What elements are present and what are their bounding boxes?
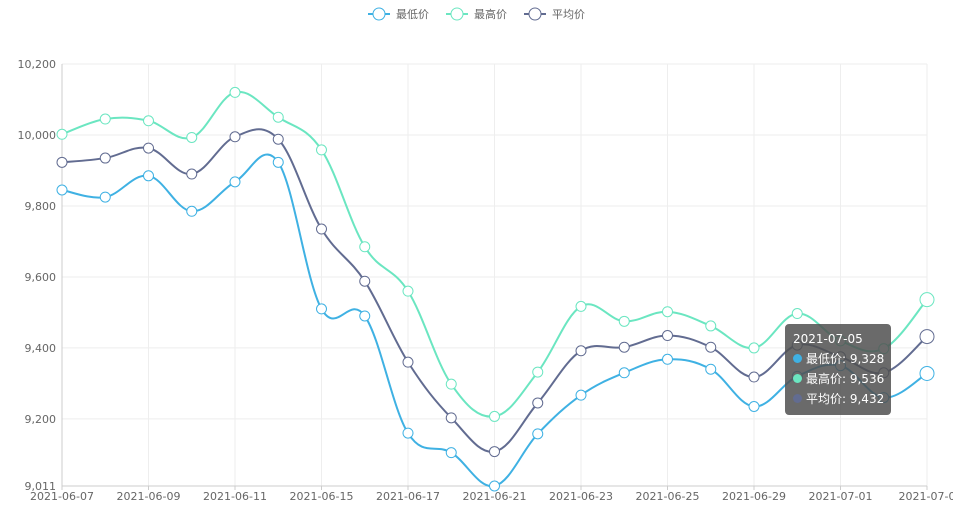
data-point-avg <box>56 156 68 168</box>
legend-marker-low <box>372 7 386 21</box>
data-point-high <box>186 131 198 143</box>
data-point-high <box>575 300 587 312</box>
data-point-avg <box>618 341 630 353</box>
x-tick-label: 2021-07-0 <box>899 490 953 503</box>
data-point-high <box>359 241 371 253</box>
data-point-avg <box>919 329 935 345</box>
data-point-avg <box>272 133 284 145</box>
data-point-high <box>705 320 717 332</box>
data-point-high <box>99 113 111 125</box>
tooltip-row-high: 最高价: 9,536 <box>793 369 885 389</box>
data-point-avg <box>705 341 717 353</box>
x-tick-label: 2021-06-09 <box>117 490 181 503</box>
tooltip-label-high: 最高价: 9,536 <box>806 372 885 386</box>
data-point-high <box>316 144 327 156</box>
data-point-low <box>143 170 154 182</box>
y-tick-label: 9,400 <box>25 342 57 355</box>
x-tick-label: 2021-06-15 <box>290 490 354 503</box>
data-point-low <box>618 367 630 379</box>
data-point-high <box>748 342 760 354</box>
legend-label-low: 最低价 <box>396 8 429 21</box>
data-point-high <box>791 308 803 320</box>
data-point-high <box>143 115 154 127</box>
y-tick-label: 9,600 <box>25 271 57 284</box>
tooltip-label-avg: 平均价: 9,432 <box>806 392 885 406</box>
x-tick-label: 2021-06-07 <box>30 490 94 503</box>
data-point-high <box>489 410 500 422</box>
y-tick-label: 9,200 <box>25 413 57 426</box>
tooltip-label-low: 最低价: 9,328 <box>806 352 885 366</box>
data-point-high <box>272 111 284 123</box>
data-point-low <box>662 353 673 365</box>
chart-tooltip: 2021-07-05 最低价: 9,328 最高价: 9,536 平均价: 9,… <box>785 324 891 415</box>
data-point-avg <box>186 168 198 180</box>
data-point-low <box>272 156 284 168</box>
data-point-avg <box>489 446 500 458</box>
tooltip-dot-avg <box>793 394 802 403</box>
series-line-avg <box>61 128 928 453</box>
y-tick-label: 9,011 <box>25 480 57 493</box>
data-point-avg <box>143 142 154 154</box>
data-point-avg <box>748 371 760 383</box>
data-point-low <box>532 428 544 440</box>
x-tick-label: 2021-06-21 <box>463 490 527 503</box>
tooltip-dot-high <box>793 374 802 383</box>
data-point-avg <box>359 275 371 287</box>
data-point-low <box>705 363 717 375</box>
data-point-avg <box>316 223 327 235</box>
data-point-low <box>56 184 68 196</box>
data-point-low <box>359 310 371 322</box>
data-point-low <box>445 447 457 459</box>
data-point-low <box>186 205 198 217</box>
data-point-low <box>402 427 414 439</box>
tooltip-row-low: 最低价: 9,328 <box>793 349 885 369</box>
data-point-low <box>489 480 500 492</box>
legend-label-high: 最高价 <box>474 7 507 21</box>
y-tick-label: 10,200 <box>18 58 57 71</box>
data-point-avg <box>99 152 111 164</box>
legend-marker-high <box>450 7 464 21</box>
x-tick-label: 2021-06-23 <box>549 490 613 503</box>
tooltip-row-avg: 平均价: 9,432 <box>793 389 885 409</box>
data-point-low <box>99 191 111 203</box>
data-point-low <box>316 303 327 315</box>
data-point-high <box>618 315 630 327</box>
data-point-low <box>575 389 587 401</box>
legend-marker-avg <box>528 7 542 21</box>
tooltip-title: 2021-07-05 <box>793 332 863 346</box>
data-point-high <box>532 366 544 378</box>
data-point-high <box>402 285 414 297</box>
data-point-low <box>919 365 935 381</box>
series-line-low <box>61 153 928 488</box>
x-tick-label: 2021-06-11 <box>203 490 267 503</box>
data-point-high <box>445 378 457 390</box>
data-point-low <box>748 400 760 412</box>
x-tick-label: 2021-07-01 <box>809 490 873 503</box>
x-tick-label: 2021-06-17 <box>376 490 440 503</box>
y-tick-label: 9,800 <box>25 200 57 213</box>
tooltip-dot-low <box>793 354 802 363</box>
data-point-avg <box>445 412 457 424</box>
data-point-low <box>229 176 241 188</box>
x-tick-label: 2021-06-25 <box>636 490 700 503</box>
data-point-high <box>662 306 673 318</box>
data-point-high <box>56 128 68 140</box>
data-point-high <box>229 86 241 98</box>
data-point-avg <box>575 345 587 357</box>
data-point-avg <box>662 330 673 342</box>
y-tick-label: 10,000 <box>18 129 57 142</box>
data-point-avg <box>532 397 544 409</box>
x-tick-label: 2021-06-29 <box>722 490 786 503</box>
legend-label-avg: 平均价 <box>552 8 585 21</box>
data-point-high <box>919 292 935 308</box>
data-point-avg <box>229 131 241 143</box>
data-point-avg <box>402 356 414 368</box>
